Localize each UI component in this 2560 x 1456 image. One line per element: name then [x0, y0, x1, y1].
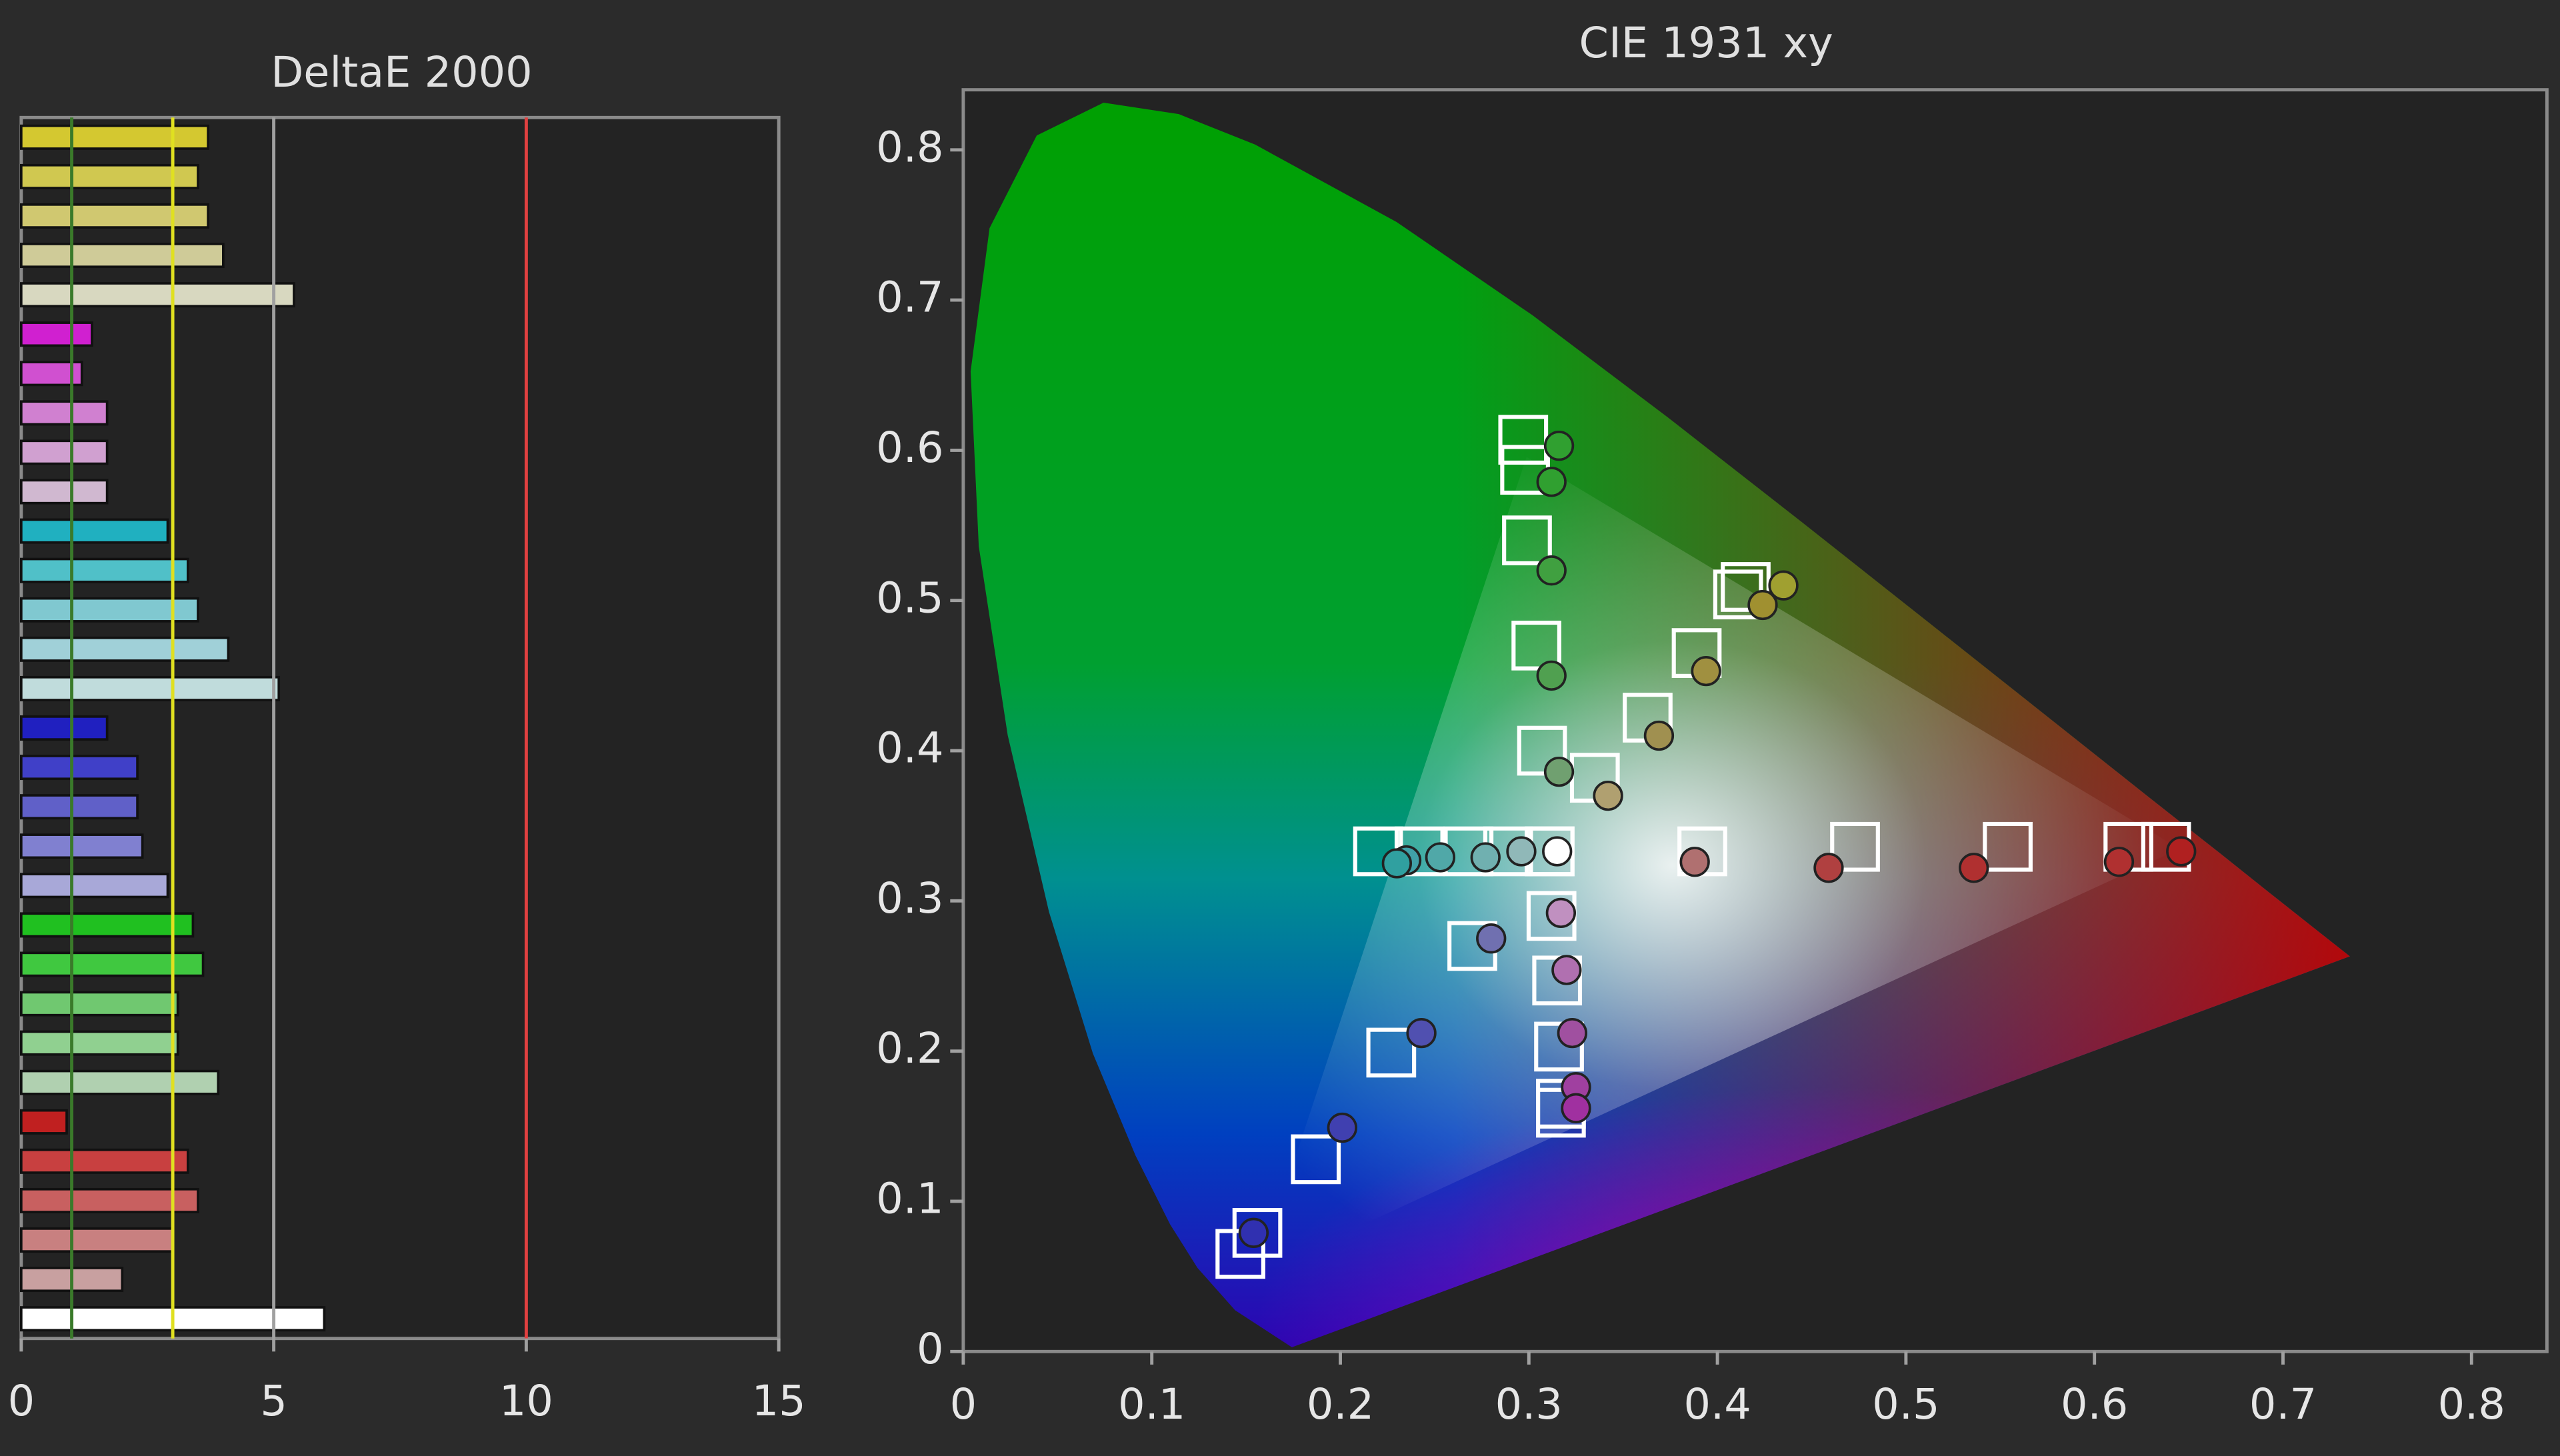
bar — [20, 282, 295, 308]
x-tick-label: 0.4 — [1683, 1380, 1751, 1429]
measured-point — [1327, 1112, 1357, 1143]
bar — [19, 951, 205, 977]
target-point — [1511, 620, 1561, 671]
target-point — [1983, 821, 2033, 872]
bar — [20, 794, 139, 820]
y-tick-label: 0.3 — [876, 874, 943, 923]
measured-point — [1768, 570, 1799, 601]
bar — [20, 1069, 220, 1095]
bar — [20, 873, 169, 899]
measured-point — [1536, 555, 1567, 586]
measured-point — [1543, 756, 1575, 787]
chart-title: DeltaE 2000 — [271, 48, 532, 97]
y-tick-label: 0.7 — [876, 273, 943, 323]
bar — [19, 124, 209, 150]
measured-point — [1557, 1017, 1587, 1049]
bar — [20, 715, 109, 741]
bar — [20, 243, 225, 269]
bar — [20, 439, 109, 465]
bar — [20, 163, 199, 189]
target-point — [1534, 1021, 1584, 1072]
measured-point — [1406, 1017, 1437, 1049]
measured-point — [1542, 836, 1573, 867]
bar — [20, 912, 195, 938]
bar — [20, 1187, 199, 1213]
measured-point — [1679, 847, 1710, 877]
bar — [20, 1148, 189, 1174]
bar — [19, 636, 230, 662]
y-tick-label: 0.4 — [876, 724, 943, 773]
y-tick-label: 0.6 — [876, 423, 943, 473]
bar — [20, 675, 281, 701]
bar — [20, 321, 93, 347]
y-tick-label: 0 — [917, 1325, 944, 1374]
x-tick-label: 0.3 — [1495, 1380, 1563, 1429]
measured-point — [1470, 842, 1501, 873]
x-tick-label: 15 — [752, 1377, 806, 1426]
bar — [19, 203, 209, 229]
bar — [20, 1030, 179, 1056]
measured-point — [1536, 660, 1567, 691]
x-tick-label: 0.5 — [1872, 1380, 1939, 1429]
measured-point — [1476, 923, 1507, 954]
measured-point — [1381, 848, 1412, 879]
x-tick-label: 0.7 — [2249, 1380, 2317, 1429]
measured-point — [1643, 720, 1675, 751]
bar — [20, 833, 144, 859]
x-tick-label: 10 — [499, 1377, 553, 1426]
target-point — [1517, 725, 1567, 776]
x-tick-label: 0.2 — [1307, 1380, 1374, 1429]
target-point — [1502, 515, 1552, 565]
measured-point — [1593, 780, 1623, 811]
bar — [20, 755, 139, 781]
bar — [20, 557, 189, 583]
target-point — [1830, 821, 1880, 872]
bar — [20, 479, 109, 505]
target-point — [1366, 1027, 1417, 1078]
chart-title: CIE 1931 xy — [1579, 19, 1833, 68]
measured-point — [1813, 853, 1844, 883]
bar — [20, 1109, 68, 1135]
deltae-chart: DeltaE 2000 0 5 10 15 — [8, 48, 806, 1426]
plot-area — [19, 115, 781, 1341]
measured-point — [2103, 847, 2135, 877]
y-tick-label: 0.8 — [876, 123, 943, 172]
measured-point — [1506, 836, 1537, 867]
bar — [20, 1227, 174, 1253]
gamut-triangle — [1257, 457, 2180, 1273]
bar — [20, 597, 199, 623]
target-point — [1291, 1134, 1341, 1185]
y-tick-label: 0.1 — [876, 1175, 943, 1224]
measured-point — [1561, 1093, 1591, 1123]
measured-point — [1959, 853, 1989, 883]
target-point — [1532, 955, 1583, 1006]
measured-point — [1238, 1217, 1269, 1248]
x-tick-label: 0.1 — [1118, 1380, 1185, 1429]
x-tick-label: 0.8 — [2438, 1380, 2505, 1429]
measured-point — [1545, 897, 1577, 929]
cie-chart: CIE 1931 xy 0 0.1 0.2 0.3 0.4 0.5 0.6 0.7 0.8 0 0.… — [876, 19, 2549, 1429]
x-tick-label: 0 — [8, 1377, 35, 1426]
y-tick-label: 0.5 — [876, 573, 943, 623]
measured-point — [1543, 431, 1575, 461]
x-tick-label: 5 — [260, 1377, 287, 1426]
x-tick-label: 0 — [950, 1380, 977, 1429]
measured-point — [1551, 955, 1582, 985]
measured-point — [1536, 467, 1567, 497]
bar — [20, 518, 169, 544]
bar — [20, 991, 179, 1017]
measured-point — [2166, 836, 2197, 867]
bar — [20, 400, 109, 426]
x-tick-label: 0.6 — [2061, 1380, 2128, 1429]
measured-point — [1747, 589, 1778, 621]
measured-point — [1691, 655, 1721, 687]
y-tick-label: 0.2 — [876, 1024, 943, 1073]
measured-point — [1425, 842, 1456, 873]
